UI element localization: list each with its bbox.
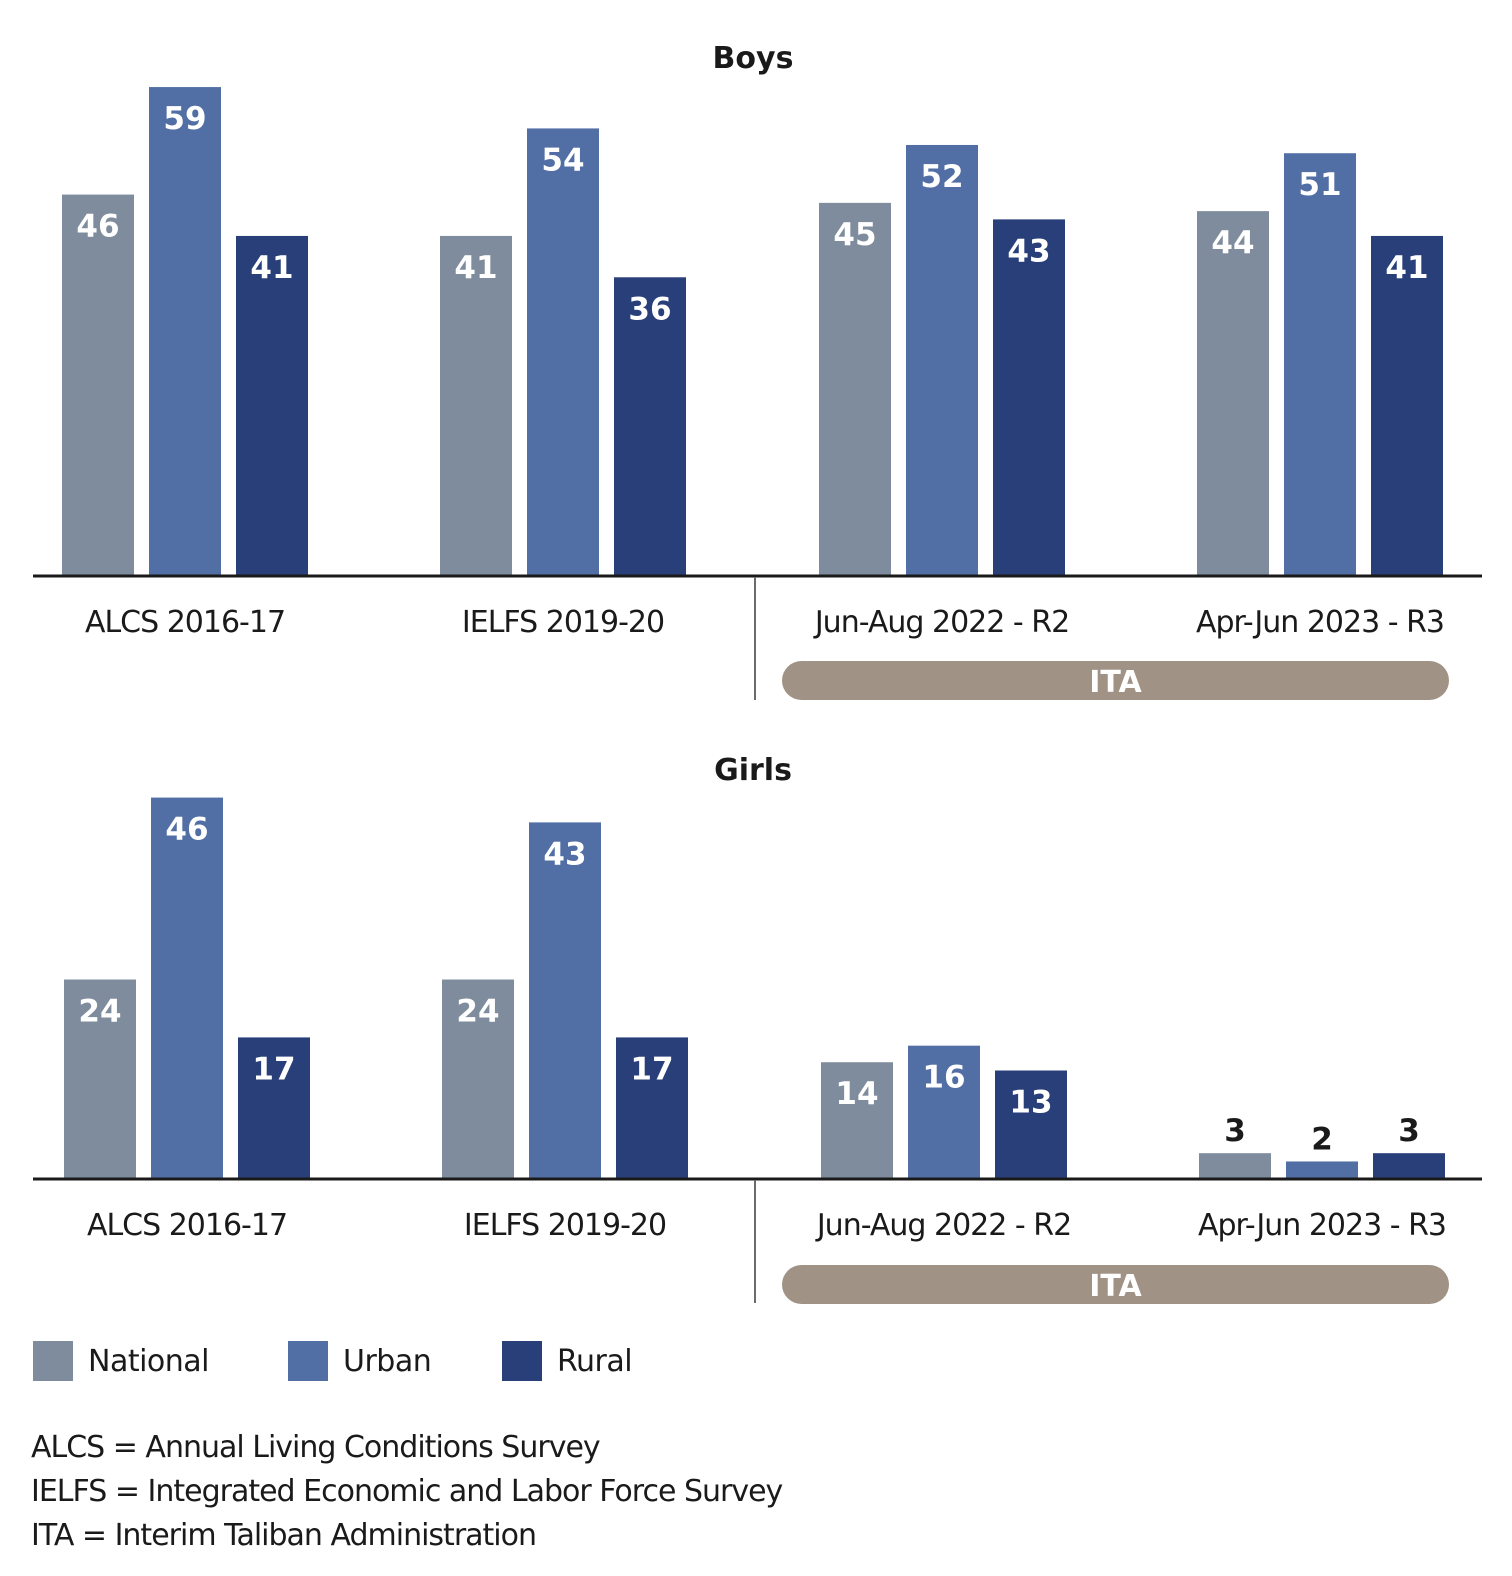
- legend-swatch-national: [33, 1341, 73, 1381]
- girls-category-label-alcs-2016-17: ALCS 2016-17: [87, 1208, 287, 1243]
- boys-bar-apr-jun-2023-r3-national: [1197, 211, 1269, 575]
- boys-data-label-jun-aug-2022-r2-urban: 52: [920, 159, 963, 195]
- boys-bar-ielfs-2019-20-rural: [614, 277, 686, 575]
- boys-data-label-ielfs-2019-20-rural: 36: [628, 291, 671, 327]
- boys-data-label-alcs-2016-17-national: 46: [76, 209, 119, 245]
- note-ielfs: IELFS = Integrated Economic and Labor Fo…: [31, 1474, 783, 1509]
- boys-bar-apr-jun-2023-r3-urban: [1284, 153, 1356, 576]
- legend-label-urban: Urban: [343, 1343, 432, 1379]
- boys-data-label-jun-aug-2022-r2-rural: 43: [1007, 233, 1050, 269]
- legend-swatch-rural: [502, 1341, 542, 1381]
- girls-bar-apr-jun-2023-r3-rural: [1373, 1153, 1445, 1178]
- girls-data-label-alcs-2016-17-national: 24: [78, 994, 121, 1030]
- boys-bar-ielfs-2019-20-urban: [527, 128, 599, 576]
- girls-data-label-apr-jun-2023-r3-urban: 2: [1311, 1121, 1333, 1157]
- girls-category-label-apr-jun-2023-r3: Apr-Jun 2023 - R3: [1198, 1208, 1446, 1243]
- girls-data-label-ielfs-2019-20-rural: 17: [630, 1051, 673, 1087]
- boys-bar-jun-aug-2022-r2-national: [819, 202, 891, 575]
- girls-bar-ielfs-2019-20-urban: [529, 822, 601, 1178]
- boys-data-label-apr-jun-2023-r3-national: 44: [1211, 225, 1254, 261]
- abbreviation-notes: ALCS = Annual Living Conditions Survey I…: [31, 1426, 783, 1558]
- girls-category-label-jun-aug-2022-r2: Jun-Aug 2022 - R2: [815, 1208, 1071, 1243]
- girls-data-label-apr-jun-2023-r3-national: 3: [1224, 1113, 1246, 1149]
- girls-bar-alcs-2016-17-national: [64, 979, 136, 1178]
- boys-category-label-ielfs-2019-20: IELFS 2019-20: [462, 605, 664, 640]
- girls-chart-title: Girls: [714, 753, 792, 788]
- boys-category-label-apr-jun-2023-r3: Apr-Jun 2023 - R3: [1196, 605, 1444, 640]
- boys-bar-alcs-2016-17-rural: [236, 235, 308, 575]
- boys-chart-title: Boys: [713, 41, 794, 76]
- boys-bar-jun-aug-2022-r2-rural: [993, 219, 1065, 575]
- girls-bar-jun-aug-2022-r2-urban: [908, 1045, 980, 1178]
- girls-data-label-jun-aug-2022-r2-national: 14: [835, 1076, 878, 1112]
- boys-data-label-apr-jun-2023-r3-rural: 41: [1385, 250, 1428, 286]
- boys-data-label-ielfs-2019-20-urban: 54: [541, 142, 584, 178]
- boys-data-label-jun-aug-2022-r2-national: 45: [833, 217, 876, 253]
- boys-ita-bracket: [782, 661, 1449, 700]
- legend-label-rural: Rural: [557, 1343, 633, 1379]
- boys-bar-alcs-2016-17-national: [62, 194, 134, 575]
- legend-label-national: National: [88, 1343, 210, 1379]
- girls-category-label-ielfs-2019-20: IELFS 2019-20: [464, 1208, 666, 1243]
- girls-bar-apr-jun-2023-r3-national: [1199, 1153, 1271, 1178]
- girls-bar-alcs-2016-17-rural: [238, 1037, 310, 1178]
- boys-data-label-alcs-2016-17-urban: 59: [163, 101, 206, 137]
- legend: National Urban Rural: [33, 1341, 733, 1381]
- girls-data-label-alcs-2016-17-rural: 17: [252, 1051, 295, 1087]
- note-ita: ITA = Interim Taliban Administration: [31, 1518, 537, 1553]
- girls-bar-apr-jun-2023-r3-urban: [1286, 1161, 1358, 1178]
- girls-data-label-ielfs-2019-20-national: 24: [456, 994, 499, 1030]
- boys-bar-ielfs-2019-20-national: [440, 235, 512, 575]
- girls-ita-bracket: [782, 1265, 1449, 1304]
- girls-data-label-jun-aug-2022-r2-rural: 13: [1009, 1084, 1052, 1120]
- boys-ita-bracket-label: ITA: [1089, 665, 1142, 700]
- boys-bar-apr-jun-2023-r3-rural: [1371, 235, 1443, 575]
- girls-data-label-alcs-2016-17-urban: 46: [165, 812, 208, 848]
- girls-bar-jun-aug-2022-r2-national: [821, 1062, 893, 1178]
- legend-item-rural: Rural: [502, 1341, 633, 1381]
- boys-data-label-ielfs-2019-20-national: 41: [454, 250, 497, 286]
- girls-bar-ielfs-2019-20-national: [442, 979, 514, 1178]
- legend-item-national: National: [33, 1341, 210, 1381]
- legend-item-urban: Urban: [288, 1341, 432, 1381]
- legend-swatch-urban: [288, 1341, 328, 1381]
- girls-data-label-apr-jun-2023-r3-rural: 3: [1398, 1113, 1420, 1149]
- girls-bar-jun-aug-2022-r2-rural: [995, 1070, 1067, 1178]
- boys-bar-alcs-2016-17-urban: [149, 87, 221, 575]
- girls-data-label-ielfs-2019-20-urban: 43: [543, 836, 586, 872]
- boys-category-label-jun-aug-2022-r2: Jun-Aug 2022 - R2: [813, 605, 1069, 640]
- girls-bar-alcs-2016-17-urban: [151, 797, 223, 1178]
- note-alcs: ALCS = Annual Living Conditions Survey: [31, 1430, 601, 1465]
- boys-bar-jun-aug-2022-r2-urban: [906, 144, 978, 575]
- girls-ita-bracket-label: ITA: [1089, 1269, 1142, 1304]
- chart-canvas: Boys 46 59 41 ALCS 2016-17 41 54 36 IELFS 2019-2…: [33, 41, 1482, 1304]
- girls-data-label-jun-aug-2022-r2-urban: 16: [922, 1060, 965, 1096]
- boys-category-label-alcs-2016-17: ALCS 2016-17: [85, 605, 285, 640]
- boys-data-label-alcs-2016-17-rural: 41: [250, 250, 293, 286]
- boys-data-label-apr-jun-2023-r3-urban: 51: [1298, 167, 1341, 203]
- girls-bar-ielfs-2019-20-rural: [616, 1037, 688, 1178]
